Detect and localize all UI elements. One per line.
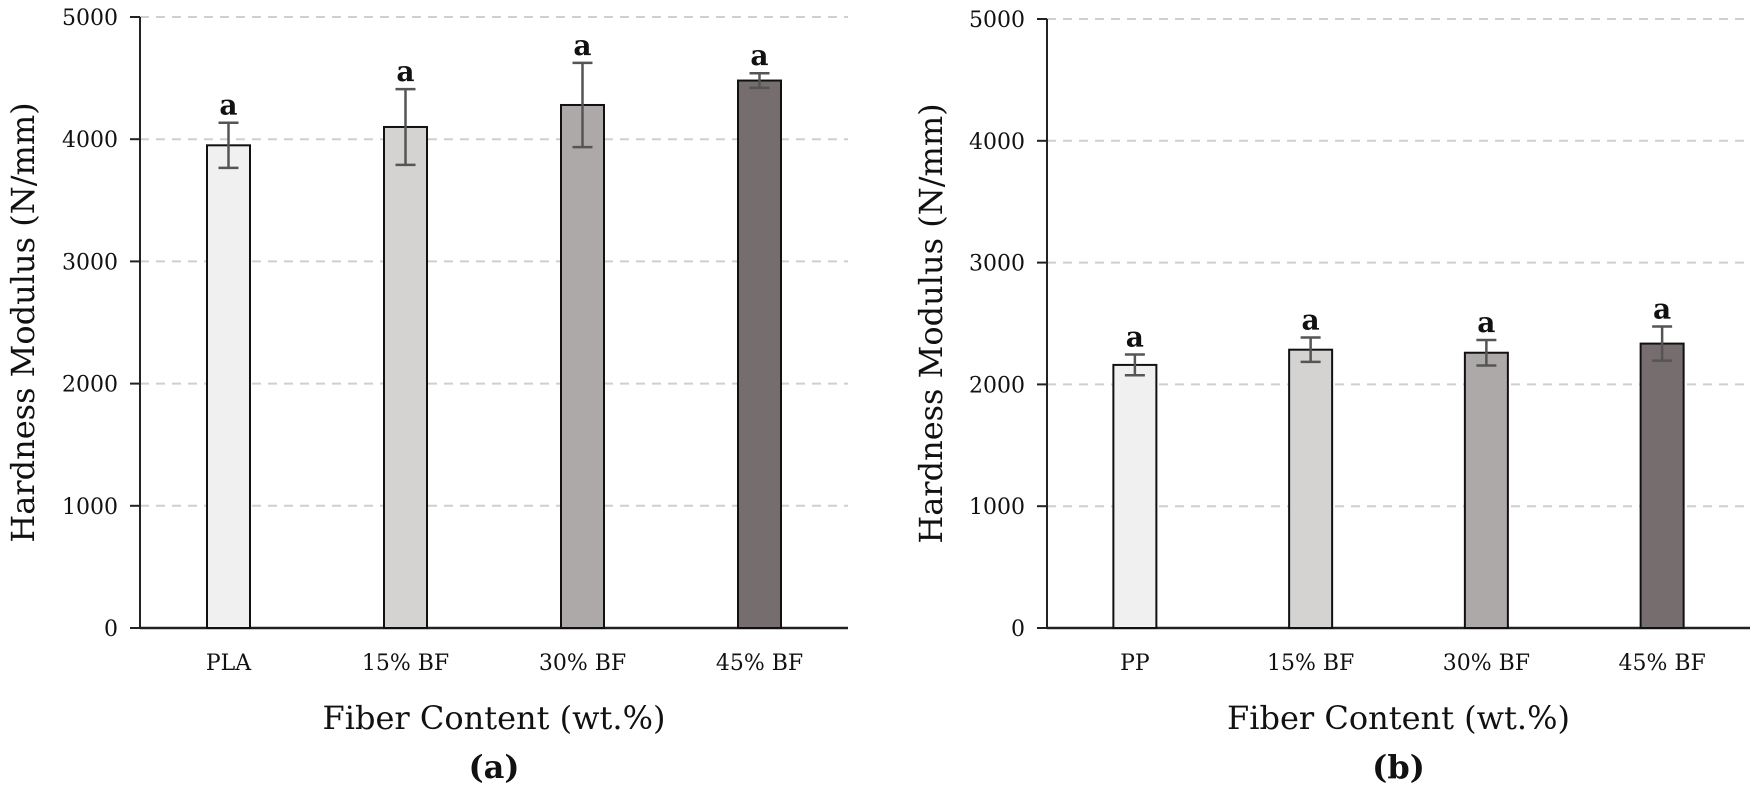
significance-letter: a: [1302, 304, 1320, 337]
significance-letter: a: [396, 55, 414, 88]
y-tick-label: 3000: [969, 252, 1025, 277]
x-axis-title: Fiber Content (wt.%): [1227, 699, 1570, 737]
y-tick-label: 0: [1011, 617, 1025, 642]
bar: [737, 79, 782, 629]
y-tick-label: 0: [104, 617, 118, 642]
y-axis-title: Hardness Modulus (N/mm): [912, 103, 950, 543]
y-tick-label: 4000: [62, 128, 118, 153]
y-tick-label: 1000: [969, 495, 1025, 520]
x-tick-label: 30% BF: [1443, 651, 1530, 676]
significance-letter: a: [750, 39, 768, 72]
bar: [1288, 348, 1334, 629]
y-tick-label: 1000: [62, 495, 118, 520]
x-tick-label: 45% BF: [716, 651, 803, 676]
bar: [560, 103, 605, 629]
chart-panel-b: 0 1000 2000 3000 4000 5000 a PP a 15% BF a 30% BF a 4…: [912, 8, 1750, 786]
y-tick-label: 5000: [969, 8, 1025, 33]
chart-panel-a: 0 1000 2000 3000 4000 5000 a PLA a 15% BF a 30% BF a…: [4, 6, 848, 786]
x-tick-label: PLA: [206, 651, 252, 676]
y-axis-title: Hardness Modulus (N/mm): [4, 102, 42, 542]
panel-label: (a): [468, 748, 519, 786]
y-tick-label: 2000: [969, 373, 1025, 398]
significance-letter: a: [219, 89, 237, 122]
y-tick-label: 3000: [62, 250, 118, 275]
y-tick-label: 2000: [62, 373, 118, 398]
bar: [206, 144, 251, 629]
significance-letter: a: [573, 29, 591, 62]
x-axis-title: Fiber Content (wt.%): [323, 699, 666, 737]
x-tick-label: PP: [1120, 651, 1150, 676]
panel-label: (b): [1372, 748, 1425, 786]
y-tick-label: 4000: [969, 130, 1025, 155]
significance-letter: a: [1477, 306, 1495, 339]
x-tick-label: 30% BF: [539, 651, 626, 676]
significance-letter: a: [1126, 321, 1144, 354]
significance-letter: a: [1653, 293, 1671, 326]
x-tick-label: 45% BF: [1618, 651, 1705, 676]
x-tick-label: 15% BF: [362, 651, 449, 676]
x-tick-label: 15% BF: [1267, 651, 1354, 676]
bar: [1112, 363, 1158, 629]
bar: [383, 125, 428, 629]
bar: [1463, 351, 1509, 629]
y-tick-label: 5000: [62, 6, 118, 31]
bar: [1639, 342, 1685, 629]
